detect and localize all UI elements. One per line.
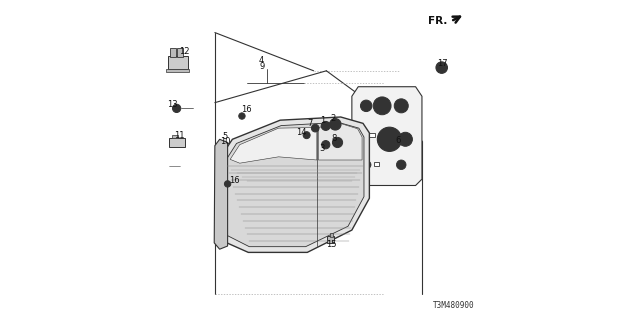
Circle shape — [225, 181, 231, 187]
Text: 7: 7 — [308, 119, 313, 128]
Text: 11: 11 — [175, 131, 185, 140]
Circle shape — [241, 115, 243, 117]
Circle shape — [378, 127, 401, 151]
FancyBboxPatch shape — [367, 133, 375, 137]
Circle shape — [321, 140, 330, 149]
Text: 9: 9 — [259, 62, 264, 71]
Text: 15: 15 — [326, 240, 337, 249]
Circle shape — [174, 106, 179, 111]
Circle shape — [373, 97, 391, 115]
FancyBboxPatch shape — [168, 56, 188, 69]
Circle shape — [227, 183, 229, 185]
Circle shape — [173, 104, 180, 113]
FancyBboxPatch shape — [169, 138, 184, 147]
FancyBboxPatch shape — [166, 69, 189, 72]
Text: T3M480900: T3M480900 — [433, 301, 474, 310]
Polygon shape — [220, 117, 369, 252]
Polygon shape — [230, 127, 317, 163]
Text: 6: 6 — [396, 136, 401, 145]
FancyBboxPatch shape — [172, 135, 178, 138]
Circle shape — [377, 101, 387, 111]
Circle shape — [239, 113, 245, 119]
Polygon shape — [226, 123, 364, 247]
Circle shape — [330, 119, 341, 130]
Circle shape — [360, 135, 365, 140]
Text: 5: 5 — [223, 132, 228, 140]
Text: 8: 8 — [332, 134, 337, 143]
Circle shape — [314, 126, 317, 130]
Circle shape — [335, 140, 340, 145]
Text: 2: 2 — [331, 114, 336, 123]
Circle shape — [364, 161, 371, 169]
Circle shape — [394, 99, 408, 113]
Text: 13: 13 — [168, 100, 178, 109]
Text: 3: 3 — [319, 144, 324, 153]
Circle shape — [438, 64, 445, 71]
Circle shape — [332, 137, 342, 148]
Circle shape — [303, 132, 310, 139]
Polygon shape — [352, 87, 422, 186]
FancyBboxPatch shape — [374, 162, 380, 166]
FancyBboxPatch shape — [170, 48, 176, 57]
Text: 17: 17 — [437, 59, 448, 68]
Circle shape — [321, 122, 330, 130]
Circle shape — [436, 62, 447, 73]
Polygon shape — [319, 123, 362, 160]
Circle shape — [360, 100, 372, 112]
Text: FR.: FR. — [428, 16, 447, 27]
FancyBboxPatch shape — [327, 236, 334, 244]
Polygon shape — [214, 139, 228, 249]
Text: 14: 14 — [296, 128, 306, 137]
FancyBboxPatch shape — [177, 48, 183, 57]
Text: 10: 10 — [220, 137, 230, 146]
Circle shape — [398, 132, 412, 146]
FancyBboxPatch shape — [330, 233, 333, 237]
Text: 1: 1 — [320, 116, 325, 125]
Text: 16: 16 — [241, 106, 252, 115]
Circle shape — [312, 124, 319, 132]
Text: 16: 16 — [229, 176, 240, 185]
Circle shape — [396, 160, 406, 170]
Circle shape — [381, 131, 397, 147]
Circle shape — [332, 122, 338, 127]
Text: 12: 12 — [179, 47, 190, 56]
Text: 4: 4 — [259, 56, 264, 65]
